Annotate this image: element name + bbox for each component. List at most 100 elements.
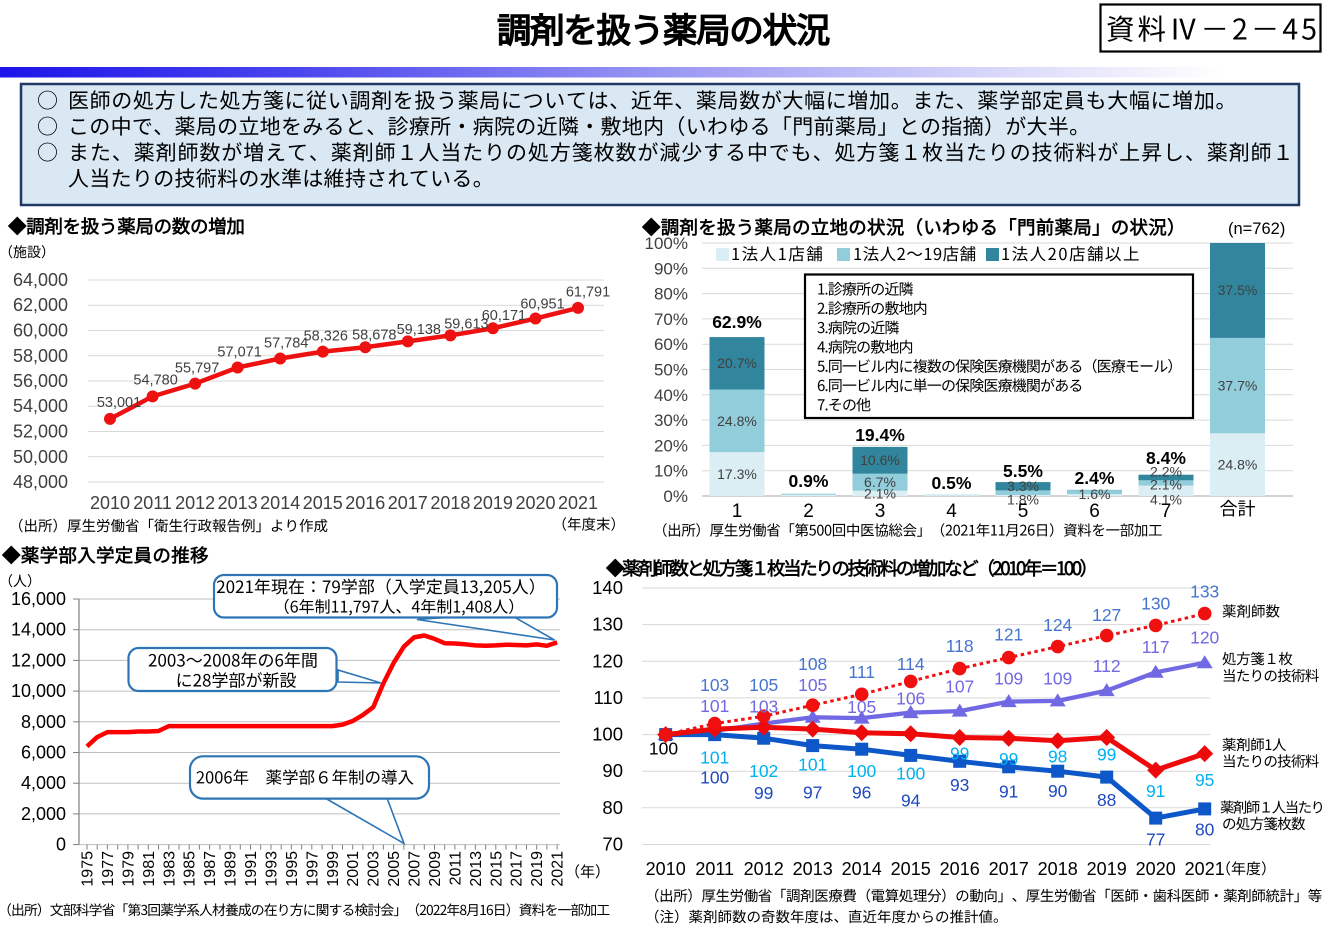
svg-text:24.8%: 24.8% — [717, 413, 757, 429]
svg-text:7: 7 — [1161, 501, 1172, 522]
svg-text:94: 94 — [901, 791, 921, 811]
svg-text:101: 101 — [700, 748, 729, 768]
svg-text:1995: 1995 — [284, 851, 301, 887]
svg-text:70%: 70% — [654, 310, 688, 329]
svg-text:133: 133 — [1190, 582, 1219, 602]
svg-text:60,171: 60,171 — [482, 308, 526, 324]
svg-text:93: 93 — [950, 775, 969, 795]
svg-text:59,613: 59,613 — [444, 316, 488, 332]
svg-text:97: 97 — [803, 783, 822, 803]
svg-text:10.6%: 10.6% — [860, 452, 900, 468]
svg-text:60,951: 60,951 — [520, 297, 564, 313]
svg-text:2017: 2017 — [509, 851, 526, 887]
svg-text:56,000: 56,000 — [13, 371, 68, 391]
svg-text:2017: 2017 — [388, 493, 428, 513]
svg-text:103: 103 — [700, 675, 729, 695]
svg-text:77: 77 — [1146, 830, 1165, 850]
svg-text:101: 101 — [798, 755, 827, 775]
svg-text:99: 99 — [754, 783, 773, 803]
svg-text:100: 100 — [592, 724, 623, 745]
svg-text:91: 91 — [1146, 781, 1165, 801]
svg-text:101: 101 — [700, 696, 729, 716]
svg-text:96: 96 — [852, 783, 871, 803]
svg-text:1979: 1979 — [120, 851, 137, 887]
svg-text:90%: 90% — [654, 259, 688, 278]
svg-text:88: 88 — [1097, 790, 1116, 810]
svg-text:2015: 2015 — [891, 859, 931, 879]
svg-text:2020: 2020 — [515, 493, 555, 513]
svg-text:114: 114 — [897, 654, 925, 674]
svg-text:121: 121 — [994, 625, 1023, 645]
svg-text:3: 3 — [875, 501, 886, 522]
svg-text:58,000: 58,000 — [13, 346, 68, 366]
svg-text:2021: 2021 — [558, 493, 598, 513]
svg-text:1.6%: 1.6% — [1079, 486, 1111, 502]
svg-text:110: 110 — [594, 687, 624, 708]
svg-text:1985: 1985 — [182, 851, 199, 887]
svg-text:2018: 2018 — [1038, 859, 1078, 879]
svg-text:2005: 2005 — [386, 851, 403, 887]
svg-text:48,000: 48,000 — [13, 472, 68, 492]
svg-text:120: 120 — [592, 650, 623, 671]
svg-text:1989: 1989 — [223, 851, 240, 887]
svg-text:52,000: 52,000 — [13, 422, 68, 442]
svg-text:8.4%: 8.4% — [1146, 448, 1186, 468]
svg-text:37.7%: 37.7% — [1218, 378, 1258, 394]
svg-text:100%: 100% — [645, 234, 688, 253]
svg-text:2017: 2017 — [989, 859, 1029, 879]
svg-text:80: 80 — [602, 797, 623, 818]
svg-text:99: 99 — [999, 749, 1018, 769]
svg-text:2015: 2015 — [303, 493, 343, 513]
svg-text:1999: 1999 — [325, 851, 342, 887]
svg-text:1.8%: 1.8% — [1007, 492, 1039, 508]
svg-text:61,791: 61,791 — [566, 284, 610, 300]
svg-text:2009: 2009 — [427, 851, 444, 887]
svg-text:100: 100 — [649, 739, 678, 759]
svg-text:2010: 2010 — [90, 493, 130, 513]
svg-text:62,000: 62,000 — [13, 295, 68, 315]
svg-text:59,138: 59,138 — [397, 322, 441, 338]
svg-text:6,000: 6,000 — [21, 743, 66, 763]
svg-text:16,000: 16,000 — [11, 589, 66, 609]
svg-text:2011: 2011 — [695, 859, 734, 879]
svg-text:2014: 2014 — [842, 859, 882, 879]
svg-text:60%: 60% — [654, 335, 688, 354]
svg-text:4: 4 — [946, 501, 957, 522]
svg-text:2013: 2013 — [218, 493, 258, 513]
svg-text:37.5%: 37.5% — [1218, 282, 1258, 298]
svg-text:130: 130 — [1141, 594, 1170, 614]
svg-text:2.1%: 2.1% — [864, 486, 896, 502]
svg-text:109: 109 — [994, 668, 1023, 688]
svg-text:2012: 2012 — [175, 493, 215, 513]
svg-text:106: 106 — [896, 689, 925, 709]
svg-text:127: 127 — [1092, 605, 1121, 625]
svg-text:111: 111 — [848, 662, 875, 682]
svg-text:91: 91 — [999, 782, 1018, 802]
svg-text:105: 105 — [798, 675, 827, 695]
svg-text:1991: 1991 — [243, 851, 260, 887]
svg-text:50,000: 50,000 — [13, 447, 68, 467]
svg-text:1977: 1977 — [100, 851, 117, 887]
svg-text:99: 99 — [1097, 745, 1116, 765]
svg-text:2003: 2003 — [366, 851, 383, 887]
svg-text:24.8%: 24.8% — [1218, 457, 1258, 473]
svg-text:1983: 1983 — [161, 851, 178, 887]
svg-text:107: 107 — [945, 677, 974, 697]
svg-text:2010: 2010 — [646, 859, 686, 879]
svg-text:100: 100 — [700, 768, 729, 788]
svg-text:99: 99 — [950, 744, 969, 764]
svg-text:2.2%: 2.2% — [1150, 464, 1182, 480]
svg-text:2016: 2016 — [940, 859, 980, 879]
svg-text:2.1%: 2.1% — [1150, 477, 1182, 493]
svg-text:50%: 50% — [654, 361, 688, 380]
svg-text:2013: 2013 — [468, 851, 485, 887]
svg-text:57,071: 57,071 — [217, 345, 261, 361]
svg-text:40%: 40% — [654, 386, 688, 405]
svg-text:2: 2 — [803, 501, 814, 522]
svg-text:58,326: 58,326 — [304, 329, 348, 345]
svg-text:100: 100 — [896, 764, 925, 784]
svg-text:2019: 2019 — [529, 851, 546, 887]
svg-text:2016: 2016 — [345, 493, 385, 513]
svg-text:5: 5 — [1018, 501, 1029, 522]
svg-text:60,000: 60,000 — [13, 321, 68, 341]
